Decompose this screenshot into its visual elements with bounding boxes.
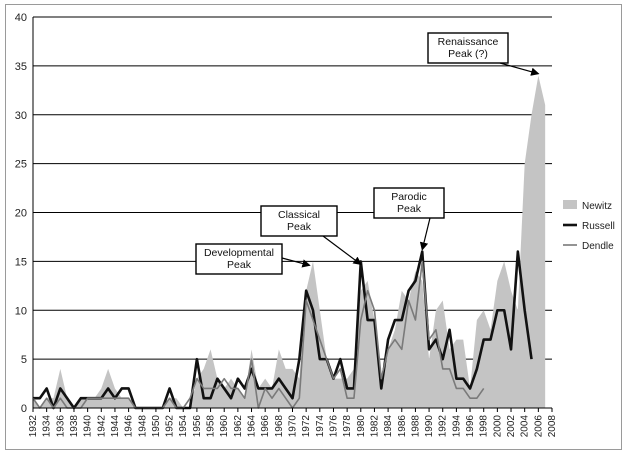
x-tick-label: 1978 [342, 415, 353, 438]
annotation-label: Parodic [391, 191, 427, 203]
x-tick-label: 1970 [288, 415, 299, 438]
annotation-box [195, 243, 283, 275]
x-tick-label: 1958 [206, 415, 217, 438]
annotation-label: Peak [287, 221, 312, 233]
x-tick-label: 1976 [328, 415, 339, 438]
annotation-arrow [419, 217, 431, 251]
annotation-box [427, 32, 509, 64]
x-tick-label: 1984 [383, 415, 394, 438]
y-tick-label: 30 [15, 110, 27, 122]
x-tick-label: 1996 [465, 415, 476, 438]
x-tick-label: 2008 [547, 415, 558, 438]
x-tick-label: 1946 [124, 415, 135, 438]
annotation-box [260, 205, 338, 237]
y-tick-label: 10 [15, 305, 27, 317]
x-tick-label: 2006 [533, 415, 544, 438]
legend-label: Newitz [582, 201, 612, 212]
series-line-russell [33, 250, 533, 410]
legend-swatch-newitz [563, 200, 577, 209]
x-tick-label: 1934 [42, 415, 53, 438]
x-tick-label: 1966 [260, 415, 271, 438]
legend-label: Dendle [582, 241, 614, 252]
x-tick-label: 2004 [520, 415, 531, 438]
y-tick-label: 20 [15, 208, 27, 220]
annotation-arrow [281, 257, 311, 268]
x-tick-label: 1938 [69, 415, 80, 438]
x-tick-label: 1962 [233, 415, 244, 438]
annotation-label: Renaissance [438, 36, 499, 48]
annotation-label: Peak [397, 203, 422, 215]
annotation-label: Classical [278, 209, 320, 221]
annotation-label: Peak (?) [448, 48, 488, 60]
x-tick-label: 1990 [424, 415, 435, 438]
legend: Newitz Russell Dendle [563, 200, 615, 252]
annotation-label: Peak [227, 259, 252, 271]
y-tick-label: 5 [21, 354, 27, 366]
x-tick-label: 1974 [315, 415, 326, 438]
series-layer [32, 75, 546, 410]
x-tick-label: 1950 [151, 415, 162, 438]
y-tick-label: 25 [15, 159, 27, 171]
x-tick-label: 1968 [274, 415, 285, 438]
x-tick-label: 1936 [55, 415, 66, 438]
legend-label: Russell [582, 221, 615, 232]
x-tick-label: 1972 [301, 415, 312, 438]
x-tick-label: 1994 [451, 415, 462, 438]
x-tick-label: 1942 [96, 415, 107, 438]
x-tick-label: 1932 [28, 415, 39, 438]
x-tick-label: 1998 [479, 415, 490, 438]
x-tick-label: 1952 [165, 415, 176, 438]
x-tick-label: 1940 [83, 415, 94, 438]
annotation-arrow [499, 62, 540, 76]
x-tick-label: 1986 [397, 415, 408, 438]
y-tick-label: 0 [21, 403, 27, 415]
annotation-arrow [322, 235, 362, 266]
x-tick-label: 2000 [492, 415, 503, 438]
x-tick-label: 1980 [356, 415, 367, 438]
y-tick-label: 35 [15, 61, 27, 73]
axis-layer: 0 5 10 15 20 25 30 35 40 1932 1934 1936 1938 1940 1942… [15, 12, 558, 437]
x-tick-label: 1944 [110, 415, 121, 438]
y-tick-label: 15 [15, 256, 27, 268]
x-tick-label: 1992 [438, 415, 449, 438]
annotation-label: Developmental [204, 247, 274, 259]
x-tick-label: 1988 [410, 415, 421, 438]
annotation-box [373, 187, 445, 219]
series-area-newitz [33, 75, 546, 409]
x-tick-label: 1960 [219, 415, 230, 438]
x-tick-label: 2002 [506, 415, 517, 438]
x-tick-label: 1956 [192, 415, 203, 438]
annotation-layer: DevelopmentalPeakClassicalPeakParodicPea… [195, 32, 540, 275]
x-tick-label: 1982 [369, 415, 380, 438]
y-tick-label: 40 [15, 12, 27, 24]
x-tick-label: 1948 [137, 415, 148, 438]
x-tick-label: 1954 [178, 415, 189, 438]
x-tick-label: 1964 [247, 415, 258, 438]
